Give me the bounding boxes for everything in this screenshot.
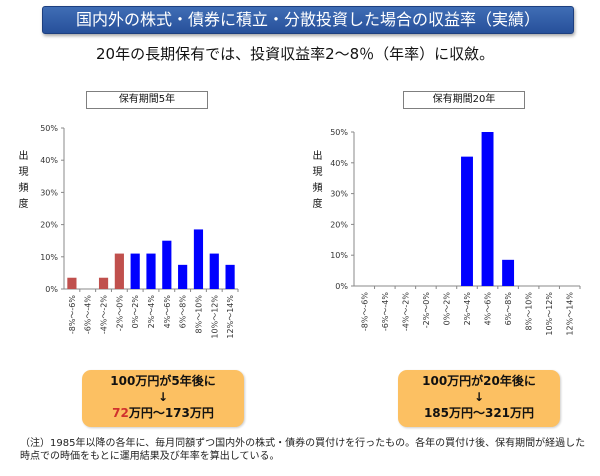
bar-5	[146, 253, 156, 289]
x-tick-label: 6%～8%	[179, 295, 188, 329]
x-tick-label: 10%～12%	[545, 292, 554, 336]
x-tick-label: 2%～4%	[463, 292, 472, 326]
y-tick-label: 50%	[330, 128, 348, 137]
chart-title-20yr: 保有期間20年	[403, 91, 525, 109]
bar-7	[502, 259, 515, 286]
x-tick-label: -8%～-6%	[360, 292, 369, 332]
x-tick-label: -6%～-4%	[381, 292, 390, 332]
y-tick-label: 0%	[45, 285, 58, 294]
x-tick-label: 4%～6%	[484, 292, 493, 326]
chart-title-5yr: 保有期間5年	[86, 91, 208, 109]
arrow-down-icon-right: ↓	[473, 390, 485, 404]
bar-8	[193, 229, 204, 289]
callout-20yr-value: 185万円～321万円	[423, 406, 535, 420]
y-tick-label: 30%	[40, 188, 58, 197]
bar-6	[481, 132, 494, 286]
bar-5	[461, 156, 473, 286]
x-tick-label: 8%～10%	[194, 295, 203, 334]
x-tick-label: -2%～0%	[422, 292, 431, 329]
y-tick-label: 50%	[40, 124, 58, 133]
x-tick-label: -8%～-6%	[68, 295, 77, 335]
x-tick-label: -6%～-4%	[84, 295, 93, 335]
bar-7	[178, 264, 188, 289]
callout-20yr: 100万円が20年後に ↓ 185万円～321万円	[398, 370, 560, 427]
x-tick-label: 6%～8%	[504, 292, 513, 326]
y-tick-label: 30%	[330, 190, 348, 199]
bar-6	[162, 240, 172, 289]
title-banner: 国内外の株式・債券に積立・分散投資した場合の収益率（実績）	[42, 6, 574, 34]
y-tick-label: 40%	[40, 156, 58, 165]
x-tick-label: 0%～2%	[442, 292, 451, 326]
x-tick-label: -4%～-2%	[401, 292, 410, 332]
y-tick-label: 20%	[330, 220, 348, 229]
bar-3	[114, 253, 124, 289]
callout-5yr: 100万円が5年後に ↓ 72万円～173万円	[82, 370, 244, 427]
callout-20yr-line1: 100万円が20年後に	[422, 374, 536, 388]
x-tick-label: 12%～14%	[226, 295, 235, 339]
y-tick-label: 10%	[40, 253, 58, 262]
footnote: （注）1985年以降の各年に、毎月同額ずつ国内外の株式・債券の買付けを行ったもの…	[20, 438, 586, 462]
x-tick-label: 4%～6%	[163, 295, 172, 329]
x-tick-label: 0%～2%	[131, 295, 140, 329]
y-tick-label: 40%	[330, 159, 348, 168]
x-tick-label: 10%～12%	[210, 295, 219, 339]
y-tick-label: 20%	[40, 221, 58, 230]
ylabel-text: 出現頻度	[16, 150, 27, 214]
bar-2	[98, 277, 109, 289]
x-tick-label: -4%～-2%	[100, 295, 109, 335]
callout-5yr-value: 72万円～173万円	[82, 405, 244, 421]
ylabel-right: 出現頻度	[306, 150, 321, 221]
bar-10	[225, 264, 235, 289]
bar-4	[130, 253, 140, 289]
bar-9	[209, 253, 219, 289]
x-tick-label: 2%～4%	[147, 295, 156, 329]
y-tick-label: 10%	[330, 251, 348, 260]
arrow-down-icon: ↓	[157, 390, 169, 404]
y-tick-label: 0%	[335, 282, 348, 291]
ylabel-left: 出現頻度	[12, 150, 27, 221]
subtitle: 20年の長期保有では、投資収益率2～8％（年率）に収斂。	[96, 45, 495, 63]
x-tick-label: 8%～10%	[525, 292, 534, 331]
x-tick-label: 12%～14%	[566, 292, 575, 336]
callout-5yr-value-red: 72	[112, 406, 129, 420]
bar-0	[67, 277, 77, 289]
ylabel-text-right: 出現頻度	[310, 150, 321, 214]
callout-5yr-line1: 100万円が5年後に	[110, 374, 216, 388]
x-tick-label: -2%～0%	[115, 295, 124, 332]
callout-5yr-value-rest: 万円～173万円	[128, 406, 214, 420]
